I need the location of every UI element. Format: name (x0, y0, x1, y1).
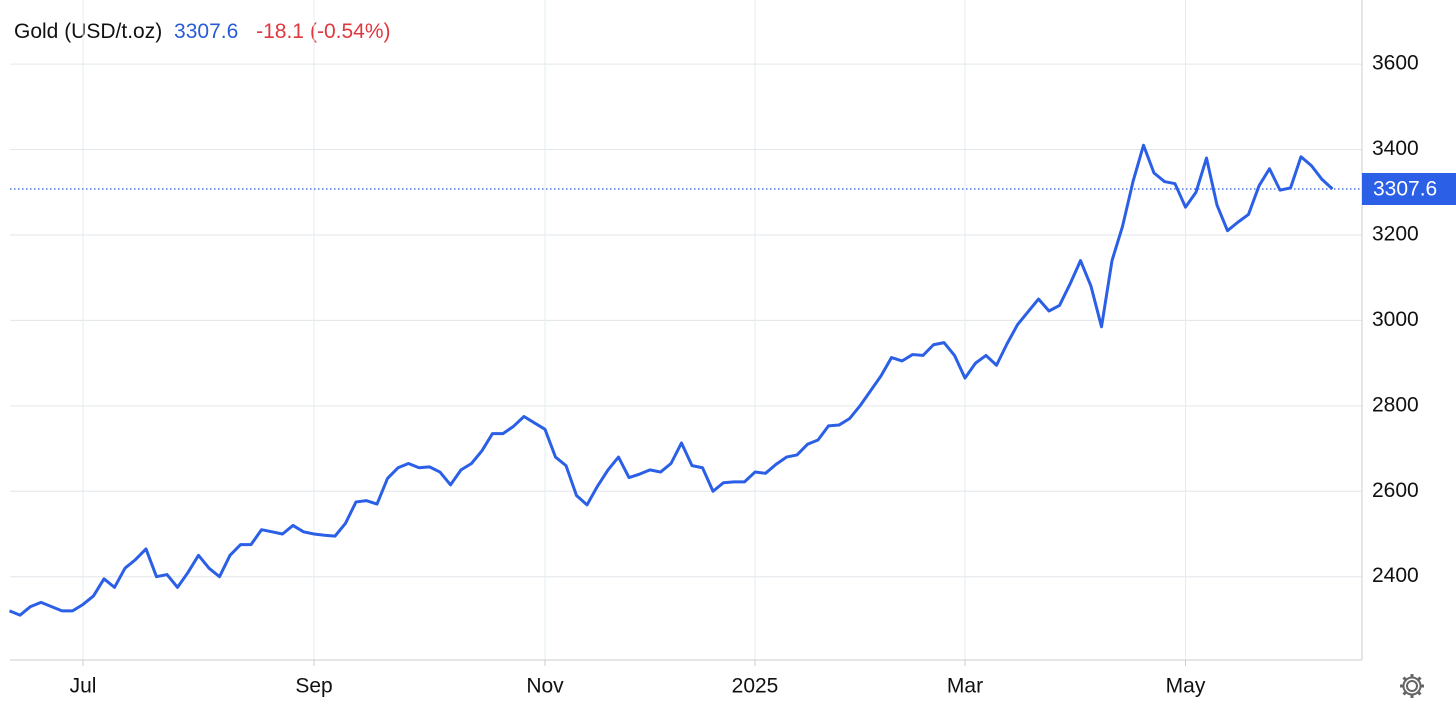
settings-icon-center[interactable] (1406, 680, 1418, 692)
last-price: 3307.6 (174, 20, 239, 43)
y-tick-label: 2600 (1372, 479, 1419, 502)
y-tick-label: 3400 (1372, 137, 1419, 160)
chart-title: Gold (USD/t.oz) (14, 20, 163, 43)
x-tick-label: Sep (295, 675, 332, 698)
plot: 2400 2600 2800 3000 3200 3400 3600 Jul Sep Nov 202… (8, 0, 1456, 698)
x-tick-label: May (1166, 675, 1206, 698)
y-tick-label: 3200 (1372, 222, 1419, 245)
last-price-tag (1362, 172, 1456, 205)
y-tick-label: 3600 (1372, 52, 1419, 75)
x-tick-label: Nov (526, 675, 564, 698)
y-tick-label: 2400 (1372, 564, 1419, 587)
y-tick-label: 3000 (1372, 308, 1419, 331)
price-line (8, 143, 1334, 617)
settings-icon-ring[interactable] (1402, 676, 1422, 696)
settings-icon-teeth[interactable] (1400, 674, 1424, 698)
header: Gold (USD/t.oz) 3307.6 -18.1 (-0.54%) (14, 20, 397, 44)
settings-icon[interactable] (1400, 674, 1424, 698)
x-tick-label: Jul (70, 675, 97, 698)
price-change-percent: (-0.54%) (310, 20, 391, 43)
x-tick-label: Mar (947, 675, 983, 698)
last-price-tag-label: 3307.6 (1373, 178, 1437, 201)
price-change: -18.1 (256, 20, 304, 43)
y-tick-label: 2800 (1372, 393, 1419, 416)
x-tick-label: 2025 (732, 675, 779, 698)
